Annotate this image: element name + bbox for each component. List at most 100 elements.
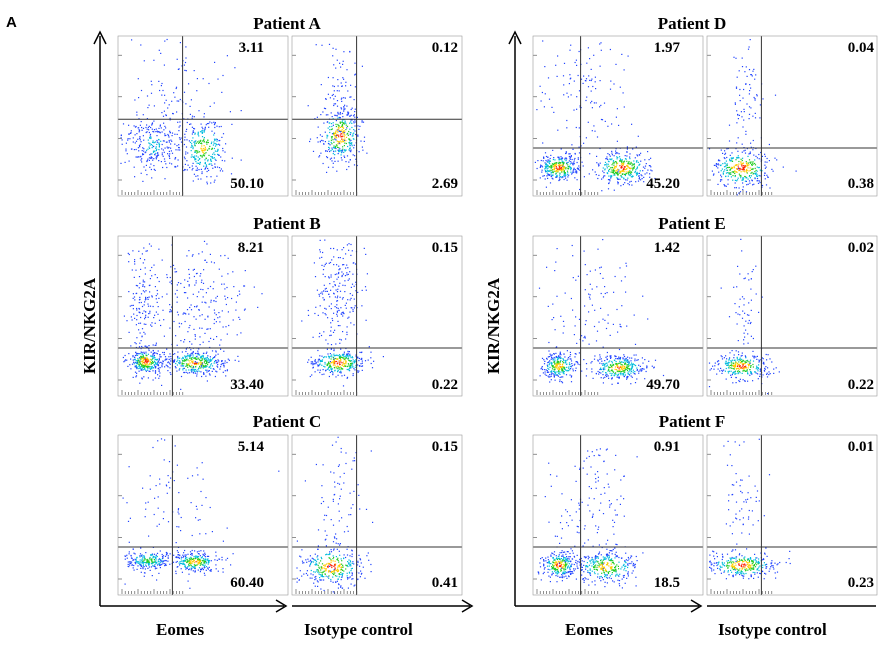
patient-b-isotype-event-dot <box>333 363 335 365</box>
patient-a-eomes-event-dot <box>190 156 192 158</box>
patient-c-eomes-event-dot <box>149 475 151 477</box>
patient-d-isotype-event-dot <box>764 164 766 166</box>
patient-d-isotype-event-dot <box>769 187 771 189</box>
patient-d-isotype-event-dot <box>742 97 744 99</box>
patient-a-isotype-event-dot <box>340 149 342 152</box>
patient-c-eomes-event-dot <box>196 556 199 558</box>
patient-b-eomes-event-dot <box>170 355 172 358</box>
patient-b-isotype-event-dot <box>330 330 332 332</box>
patient-d-isotype-event-dot <box>747 155 749 157</box>
patient-a-isotype-event-dot <box>336 145 338 147</box>
patient-d-isotype-event-dot <box>748 162 750 164</box>
patient-b-isotype-event-dot <box>347 350 349 352</box>
patient-c-isotype-event-dot <box>317 570 320 572</box>
patient-d-eomes-event-dot <box>639 163 641 165</box>
patient-b-eomes-event-dot <box>192 352 194 354</box>
patient-b-isotype-event-dot <box>328 363 330 365</box>
patient-d-eomes-event-dot <box>576 167 578 170</box>
patient-b-eomes-event-dot <box>243 285 246 287</box>
patient-b-isotype-event-dot <box>340 358 342 360</box>
patient-d-eomes-event-dot <box>638 172 640 174</box>
patient-b-eomes-event-dot <box>227 297 229 299</box>
patient-c-eomes-event-dot <box>175 572 177 575</box>
patient-c-eomes-event-dot <box>183 562 185 564</box>
patient-a-isotype-event-dot <box>320 152 322 154</box>
patient-b-eomes-event-dot <box>193 366 195 368</box>
patient-b-eomes-event-dot <box>157 364 159 366</box>
patient-b-eomes-event-dot <box>154 365 156 367</box>
patient-d-isotype-event-dot <box>730 172 732 174</box>
patient-c-eomes-event-dot <box>202 564 204 566</box>
patient-c-isotype-event-dot <box>338 550 340 552</box>
patient-b-eomes-event-dot <box>177 314 179 316</box>
patient-b-eomes-event-dot <box>141 367 144 369</box>
patient-b-isotype-event-dot <box>345 357 347 359</box>
patient-c-eomes-event-dot <box>162 557 164 559</box>
patient-a-isotype-event-dot <box>354 130 356 132</box>
patient-d-isotype-event-dot <box>751 171 753 173</box>
patient-b-eomes-event-dot <box>155 344 157 346</box>
patient-d-eomes-event-dot <box>614 168 616 170</box>
patient-c-eomes-event-dot <box>148 564 150 566</box>
patient-a-eomes-event-dot <box>208 147 210 149</box>
patient-d-eomes-event-dot <box>563 178 565 181</box>
patient-a-isotype-event-dot <box>332 55 334 57</box>
patient-d-eomes-event-dot <box>626 151 628 153</box>
patient-b-isotype-event-dot <box>334 296 336 298</box>
patient-c-isotype-event-dot <box>327 506 329 508</box>
patient-d-eomes-event-dot <box>629 158 631 160</box>
patient-a-eomes-event-dot <box>159 125 161 127</box>
patient-b-eomes-event-dot <box>147 369 149 371</box>
patient-b-eomes-event-dot <box>169 304 171 306</box>
patient-a-eomes-event-dot <box>215 159 217 161</box>
patient-b-eomes-event-dot <box>151 322 153 324</box>
patient-b-eomes-event-dot <box>132 356 134 358</box>
patient-b-eomes-event-dot <box>218 360 220 362</box>
patient-b-eomes-event-dot <box>210 364 212 366</box>
patient-d-isotype-event-dot <box>741 165 743 167</box>
patient-d-eomes-event-dot <box>570 156 572 158</box>
patient-b-eomes-event-dot <box>202 282 205 284</box>
patient-b-eomes-event-dot <box>142 312 144 314</box>
patient-c-eomes-event-dot <box>160 560 162 562</box>
patient-d-isotype-event-dot <box>750 172 752 174</box>
patient-a-eomes-event-dot <box>149 157 151 159</box>
patient-d-eomes-event-dot <box>549 170 551 172</box>
patient-d-eomes-event-dot <box>544 167 547 169</box>
patient-c-eomes-event-dot <box>131 561 133 563</box>
patient-b-eomes-event-dot <box>137 357 139 360</box>
patient-b-isotype-event-dot <box>323 265 325 267</box>
patient-c-isotype-event-dot <box>336 559 338 561</box>
patient-b-isotype-event-dot <box>343 351 345 353</box>
patient-a-eomes-event-dot <box>219 139 221 142</box>
patient-a-isotype-event-dot <box>326 135 328 137</box>
patient-c-eomes-event-dot <box>141 560 143 562</box>
patient-d-eomes-event-dot <box>579 188 581 191</box>
patient-c-eomes-event-dot <box>196 560 198 562</box>
patient-c-eomes-event-dot <box>201 557 203 559</box>
patient-c-eomes-event-dot <box>201 563 203 566</box>
patient-b-eomes-event-dot <box>128 291 130 293</box>
patient-a-isotype-event-dot <box>346 105 348 107</box>
patient-a-isotype-event-dot <box>331 147 333 149</box>
patient-c-isotype-event-dot <box>350 507 352 509</box>
patient-a-isotype-event-dot <box>337 123 339 126</box>
patient-d-eomes-event-dot <box>605 164 607 166</box>
patient-d-eomes-event-dot <box>561 158 563 160</box>
patient-b-isotype-event-dot <box>313 363 315 365</box>
patient-b-eomes-event-dot <box>185 365 187 367</box>
patient-c-eomes-event-dot <box>145 565 147 567</box>
patient-a-eomes-event-dot <box>194 150 196 152</box>
patient-d-eomes-event-dot <box>567 168 569 170</box>
patient-a-isotype-event-dot <box>335 131 337 133</box>
patient-b-eomes-event-dot <box>198 348 200 350</box>
patient-b-isotype-event-dot <box>328 293 330 295</box>
patient-a-isotype-event-dot <box>343 78 345 80</box>
patient-b-eomes-event-dot <box>152 349 154 352</box>
patient-b-eomes-event-dot <box>132 293 134 295</box>
patient-c-eomes-event-dot <box>127 520 130 522</box>
patient-c-eomes-event-dot <box>133 552 135 554</box>
patient-a-eomes-event-dot <box>212 157 214 159</box>
patient-d-isotype-event-dot <box>735 168 738 170</box>
patient-c-isotype-event-dot <box>320 588 322 590</box>
